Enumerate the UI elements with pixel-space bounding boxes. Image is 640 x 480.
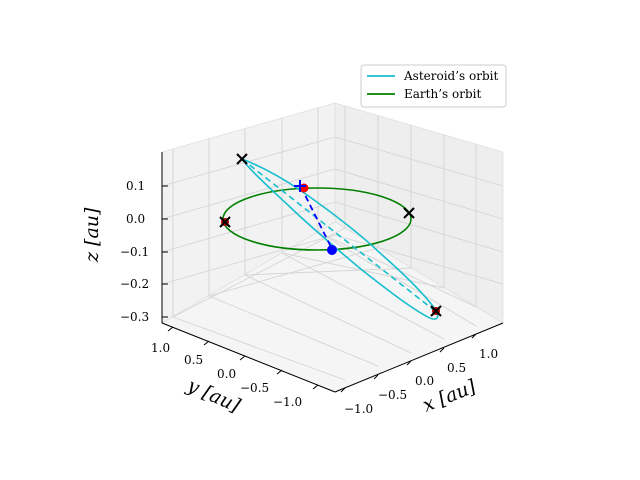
marker-x-black bbox=[219, 216, 231, 228]
marker-x-black bbox=[236, 153, 248, 165]
y-tick-label: 1.0 bbox=[151, 341, 170, 355]
legend: Asteroid’s orbit Earth’s orbit bbox=[360, 64, 507, 108]
y-axis-line bbox=[161, 322, 336, 393]
z-ticks: 0.1 0.0 −0.1 −0.2 −0.3 bbox=[120, 179, 168, 324]
transfer-trajectory bbox=[300, 186, 333, 250]
y-tick-label: −0.5 bbox=[240, 381, 269, 395]
marker-x-black bbox=[430, 305, 442, 317]
asteroid-orbit-line bbox=[240, 157, 439, 320]
asteroid-orbit bbox=[240, 157, 439, 320]
z-axis-label: z [au] bbox=[81, 207, 103, 263]
grid bbox=[161, 106, 504, 381]
y-tick-label: −1.0 bbox=[273, 395, 302, 409]
axes-panes bbox=[161, 102, 504, 393]
asteroid-apsis-line bbox=[241, 158, 436, 312]
x-tick-label: 0.0 bbox=[415, 374, 434, 388]
marker-plus-blue bbox=[294, 180, 306, 192]
legend-box bbox=[360, 64, 507, 108]
x-tick-label: −0.5 bbox=[378, 388, 407, 402]
legend-label-earth: Earth’s orbit bbox=[404, 87, 481, 101]
z-tick-label: −0.2 bbox=[120, 277, 149, 291]
x-tick-label: −1.0 bbox=[344, 402, 373, 416]
x-ticks: −1.0 −0.5 0.0 0.5 1.0 bbox=[340, 333, 498, 416]
markers bbox=[219, 153, 442, 317]
z-tick-label: 0.1 bbox=[126, 179, 145, 193]
z-tick-label: 0.0 bbox=[126, 212, 145, 226]
legend-label-asteroid: Asteroid’s orbit bbox=[403, 69, 498, 83]
z-tick-label: −0.3 bbox=[120, 310, 149, 324]
x-tick-label: 1.0 bbox=[479, 347, 498, 361]
y-tick-label: 0.0 bbox=[217, 367, 236, 381]
z-tick-label: −0.1 bbox=[120, 245, 149, 259]
y-ticks: 1.0 0.5 0.0 −0.5 −1.0 bbox=[151, 326, 319, 409]
marker-dot-blue bbox=[327, 245, 337, 255]
marker-x-black bbox=[403, 207, 415, 219]
y-tick-label: 0.5 bbox=[184, 353, 203, 367]
x-tick-label: 0.5 bbox=[447, 361, 466, 375]
